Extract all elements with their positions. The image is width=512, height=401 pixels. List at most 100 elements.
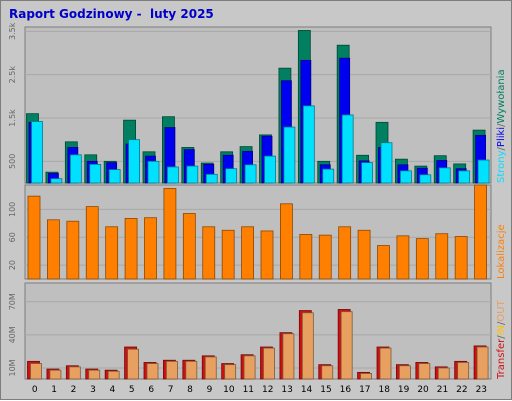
traffic-panel <box>24 282 492 380</box>
pages-bar <box>283 126 296 184</box>
pages-bar <box>69 154 82 184</box>
hour-label: 2 <box>71 385 77 395</box>
transfer-out-bar <box>476 346 489 380</box>
pages-bar <box>400 170 412 184</box>
pages-bar <box>108 169 121 184</box>
legend-entry: Pliki <box>496 127 507 147</box>
transfer-out-bar <box>185 360 198 380</box>
hour-label: 3 <box>90 385 96 395</box>
visits-bar <box>27 195 41 280</box>
visits-bar <box>182 213 196 280</box>
visits-bar <box>66 220 80 280</box>
pages-bar <box>244 164 257 184</box>
hour-label: 15 <box>320 385 331 395</box>
visits-bar <box>47 219 60 280</box>
pages-bar <box>205 173 218 184</box>
transfer-out-bar <box>30 363 42 380</box>
hour-label: 0 <box>32 385 38 395</box>
hour-label: 16 <box>340 385 352 395</box>
visits-bar <box>415 238 429 280</box>
y-tick-label: 500 <box>8 154 17 169</box>
y-tick-label: 60 <box>8 232 17 242</box>
legend-entry: Transfer <box>496 338 507 380</box>
hour-label: 22 <box>456 385 467 395</box>
transfer-out-bar <box>282 333 295 380</box>
series-legend: Strony/Pliki/Wywołania <box>496 69 507 183</box>
hour-label: 7 <box>168 385 174 395</box>
visits-bar <box>241 226 254 280</box>
transfer-out-bar <box>360 373 372 380</box>
visits-bar <box>144 217 157 280</box>
legend-entry: Lokalizacje <box>496 224 507 279</box>
transfer-out-bar <box>263 347 275 380</box>
pages-bar <box>167 166 179 184</box>
transfer-out-bar <box>127 348 139 380</box>
transfer-out-bar <box>340 311 353 380</box>
transfer-out-bar <box>301 312 314 380</box>
visits-bar <box>280 203 293 280</box>
legend-entry: / <box>496 321 507 325</box>
transfer-out-bar <box>49 369 62 380</box>
pages-bar <box>380 142 393 184</box>
hour-label: 11 <box>243 385 254 395</box>
transfer-out-bar <box>204 356 217 380</box>
hour-label: 13 <box>281 385 292 395</box>
pages-bar <box>419 174 432 184</box>
visits-bar <box>435 233 449 280</box>
pages-bar <box>186 165 199 184</box>
legend-entry: IN <box>496 325 507 335</box>
legend-entry: Strony <box>496 150 507 183</box>
hour-label: 20 <box>417 385 429 395</box>
pages-bar <box>89 163 102 184</box>
pages-bar <box>147 160 160 184</box>
transfer-out-bar <box>166 360 178 380</box>
legend-entry: / <box>496 146 507 150</box>
hour-label: 9 <box>207 385 213 395</box>
pages-bar <box>458 170 471 184</box>
visits-bar <box>318 234 332 280</box>
y-tick-label: 70M <box>8 293 17 310</box>
pages-bar <box>50 178 63 184</box>
hour-label: 12 <box>262 385 273 395</box>
hour-label: 21 <box>437 385 448 395</box>
y-tick-label: 2.5k <box>8 66 17 84</box>
transfer-out-bar <box>146 363 159 380</box>
hits-panel <box>24 26 492 184</box>
transfer-out-bar <box>88 369 101 380</box>
visits-bar <box>85 206 99 280</box>
hour-label: 1 <box>51 385 57 395</box>
hour-label: 18 <box>378 385 390 395</box>
y-tick-label: 1.5k <box>8 109 17 127</box>
hour-label: 8 <box>187 385 193 395</box>
transfer-out-bar <box>107 370 120 380</box>
y-tick-label: 3.5k <box>8 22 17 40</box>
transfer-out-bar <box>224 364 237 380</box>
pages-bar <box>477 159 490 184</box>
pages-bar <box>438 167 451 184</box>
legend-entry: Wywołania <box>496 69 507 123</box>
transfer-out-bar <box>379 347 392 380</box>
transfer-out-bar <box>418 363 431 380</box>
pages-bar <box>128 139 140 184</box>
hour-label: 17 <box>359 385 370 395</box>
visits-bar <box>338 226 352 280</box>
pages-bar <box>302 105 315 184</box>
visits-bar <box>377 245 390 280</box>
pages-bar <box>322 168 335 184</box>
transfer-out-bar <box>321 365 334 380</box>
chart-title: Raport Godzinowy - luty 2025 <box>9 7 214 21</box>
series-legend: Transfer/IN/OUT <box>496 299 507 380</box>
y-tick-label: 20 <box>8 260 17 270</box>
hour-label: 4 <box>110 385 116 395</box>
y-tick-label: 40M <box>8 326 17 343</box>
transfer-out-bar <box>457 362 470 380</box>
hour-label: 6 <box>148 385 154 395</box>
visits-bar <box>357 229 371 280</box>
legend-entry: / <box>496 335 507 339</box>
transfer-out-bar <box>243 355 256 380</box>
y-tick-label: 100 <box>8 202 17 217</box>
hour-label: 19 <box>398 385 410 395</box>
pages-bar <box>225 168 238 184</box>
